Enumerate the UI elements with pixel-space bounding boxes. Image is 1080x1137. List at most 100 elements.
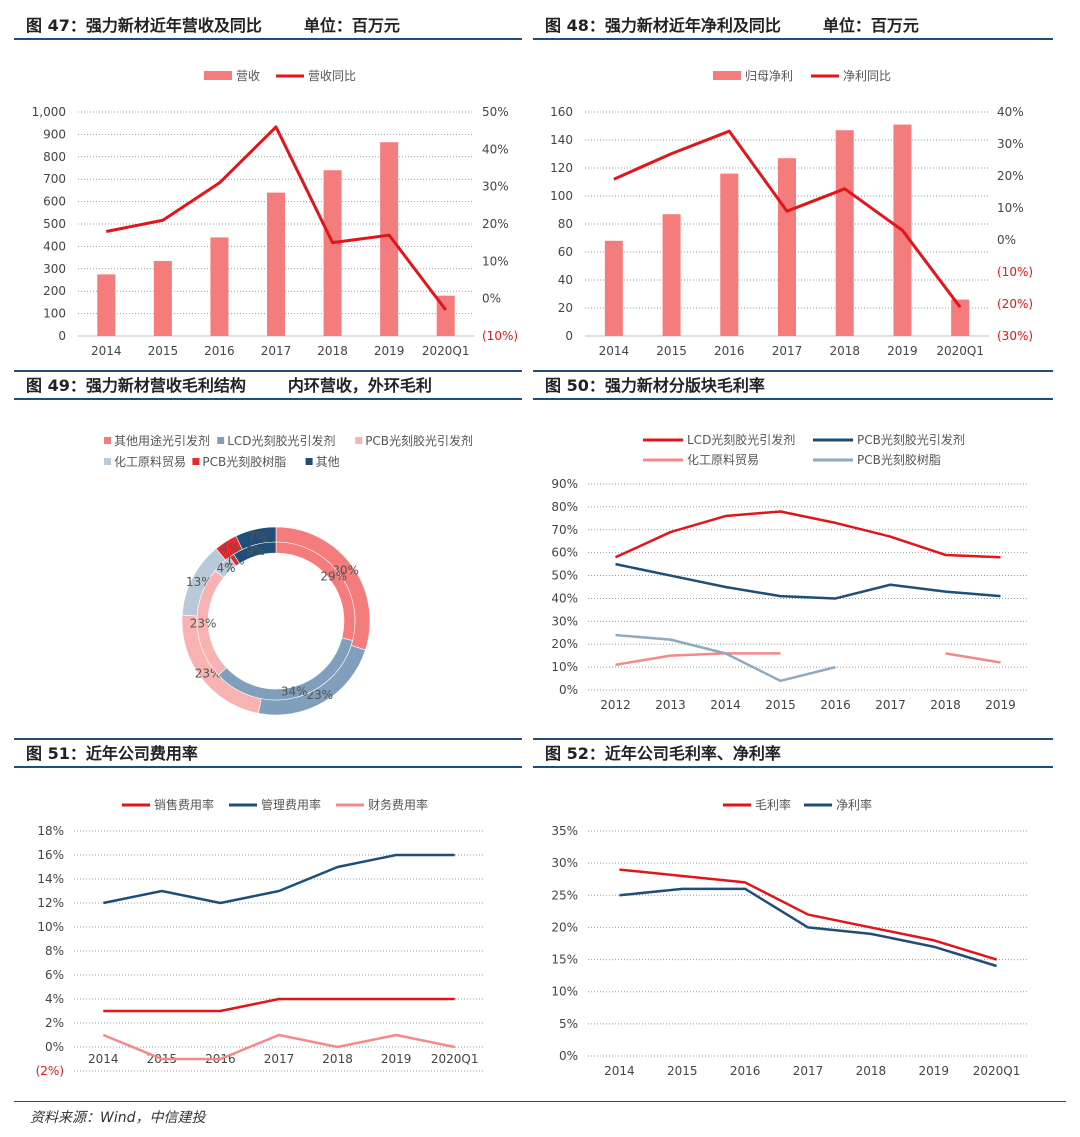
- x-tick-label: 2019: [374, 344, 405, 358]
- legend-label: 财务费用率: [368, 797, 428, 812]
- x-tick-label: 2018: [317, 344, 348, 358]
- legend-label: 归母净利: [745, 69, 793, 83]
- y-tick-label: 12%: [37, 896, 64, 910]
- divider: [14, 738, 522, 740]
- x-tick-label: 2014: [710, 698, 741, 712]
- series-line: [619, 868, 997, 961]
- y-tick-label: 0: [58, 329, 66, 343]
- y-tick-label: 800: [43, 150, 66, 164]
- legend-swatch: [104, 458, 111, 465]
- y-tick-label: 300: [43, 262, 66, 276]
- y-tick-label: 100: [550, 189, 573, 203]
- donut-slice: [233, 541, 277, 564]
- legend-label: 管理费用率: [261, 797, 321, 812]
- series-line: [619, 887, 997, 968]
- legend-label: 毛利率: [755, 797, 791, 812]
- y-tick-label: 20%: [551, 920, 578, 934]
- y-tick-label: 100: [43, 307, 66, 321]
- series-line: [615, 562, 1001, 600]
- y2-tick-label: (10%): [482, 329, 518, 343]
- y-tick-label: 200: [43, 284, 66, 298]
- x-tick-label: 2013: [655, 698, 686, 712]
- x-tick-label: 2015: [148, 344, 179, 358]
- legend-label: LCD光刻胶光引发剂: [227, 433, 335, 448]
- y-tick-label: 700: [43, 172, 66, 186]
- x-tick-label: 2020Q1: [936, 344, 984, 358]
- y2-tick-label: 50%: [482, 105, 509, 119]
- y-tick-label: 60%: [551, 546, 578, 560]
- y-tick-label: (2%): [36, 1064, 64, 1078]
- x-tick-label: 2019: [887, 344, 918, 358]
- legend-swatch: [355, 437, 363, 444]
- chart-fig51: (2%)0%2%4%6%8%10%12%14%16%18%2014 2015 201…: [36, 797, 484, 1078]
- y2-tick-label: 30%: [997, 137, 1024, 151]
- y-tick-label: 30%: [551, 614, 578, 628]
- slice-label: 4%: [220, 541, 239, 555]
- y-tick-label: 30%: [551, 856, 578, 870]
- chart-title: 图 50：强力新材分版块毛利率: [533, 372, 1053, 400]
- chart-unit: 单位：百万元: [822, 16, 919, 35]
- y-tick-label: 18%: [37, 824, 64, 838]
- x-tick-label: 2017: [772, 344, 803, 358]
- x-tick-label: 2017: [875, 698, 906, 712]
- x-tick-label: 2018: [930, 698, 961, 712]
- y-tick-label: 900: [43, 127, 66, 141]
- panel-fig48: 图 48：强力新材近年净利及同比 单位：百万元 0 20 40 60 80 100 120 14…: [533, 12, 1053, 362]
- chart-title: 图 47：强力新材近年营收及同比 单位：百万元: [14, 12, 522, 40]
- y2-tick-label: 30%: [482, 180, 509, 194]
- chart-title-text: 图 47：强力新材近年营收及同比: [26, 16, 262, 35]
- y-tick-label: 500: [43, 217, 66, 231]
- divider: [14, 1101, 1066, 1102]
- panel-fig50: 图 50：强力新材分版块毛利率 0% 10% 20% 30% 40% 50% 60% 70% 8…: [533, 370, 1053, 712]
- legend-swatch: [217, 437, 225, 444]
- y-tick-label: 0%: [559, 1049, 578, 1063]
- y-tick-label: 0: [565, 329, 573, 343]
- x-tick-label: 2019: [381, 1052, 412, 1066]
- divider: [533, 738, 1053, 740]
- bar: [210, 237, 229, 336]
- series-line: [614, 510, 1001, 559]
- y-tick-label: 0%: [45, 1040, 64, 1054]
- x-tick-label: 2014: [88, 1052, 119, 1066]
- series-line: [615, 633, 836, 683]
- x-tick-label: 2016: [820, 698, 851, 712]
- chart-title-text: 图 52：近年公司毛利率、净利率: [545, 744, 781, 763]
- y-tick-label: 20%: [551, 637, 578, 651]
- y2-tick-label: (10%): [997, 265, 1033, 279]
- chart-fig50: 0% 10% 20% 30% 40% 50% 60% 70% 80% 90% 2012 2013 201…: [551, 432, 1028, 712]
- source-note: 资料来源：Wind，中信建投: [30, 1110, 206, 1126]
- divider: [533, 370, 1053, 372]
- y-tick-label: 400: [43, 239, 66, 253]
- chart-fig47: 0 100 200 300 400 500 600 700 800 900 1,000 (10%) 0%…: [32, 69, 518, 358]
- y-tick-label: 140: [550, 133, 573, 147]
- y2-tick-label: 40%: [997, 105, 1024, 119]
- bar: [267, 192, 285, 336]
- chart-title-text: 图 50：强力新材分版块毛利率: [545, 376, 765, 395]
- x-tick-label: 2015: [667, 1064, 698, 1078]
- y2-tick-label: (20%): [997, 297, 1033, 311]
- y-tick-label: 80%: [551, 500, 578, 514]
- legend-label: 其他用途光引发剂: [114, 433, 210, 448]
- panel-fig51: 图 51：近年公司费用率 (2%) 0% 2% 4% 6% 8% 10% 12% 14% 16% 1…: [14, 738, 522, 1095]
- y-tick-label: 50%: [551, 569, 578, 583]
- x-tick-label: 2017: [261, 344, 292, 358]
- series-line: [103, 853, 455, 905]
- y-tick-label: 80: [558, 217, 573, 231]
- y-tick-label: 0%: [559, 683, 578, 697]
- series-line: [102, 1033, 455, 1061]
- y2-tick-label: 10%: [482, 254, 509, 268]
- legend-label: 化工原料贸易: [114, 455, 186, 469]
- bar: [604, 240, 623, 336]
- legend-label: 净利率: [836, 797, 872, 812]
- x-tick-label: 2016: [204, 344, 235, 358]
- y-tick-label: 35%: [551, 824, 578, 838]
- chart-title: 图 52：近年公司毛利率、净利率: [533, 740, 1053, 768]
- y2-tick-label: 0%: [997, 233, 1016, 247]
- x-tick-label: 2014: [599, 344, 630, 358]
- y-tick-label: 2%: [45, 1016, 64, 1030]
- legend-label: 营收同比: [308, 69, 356, 83]
- y-tick-label: 600: [43, 195, 66, 209]
- y-tick-label: 40%: [551, 591, 578, 605]
- bar: [951, 299, 970, 336]
